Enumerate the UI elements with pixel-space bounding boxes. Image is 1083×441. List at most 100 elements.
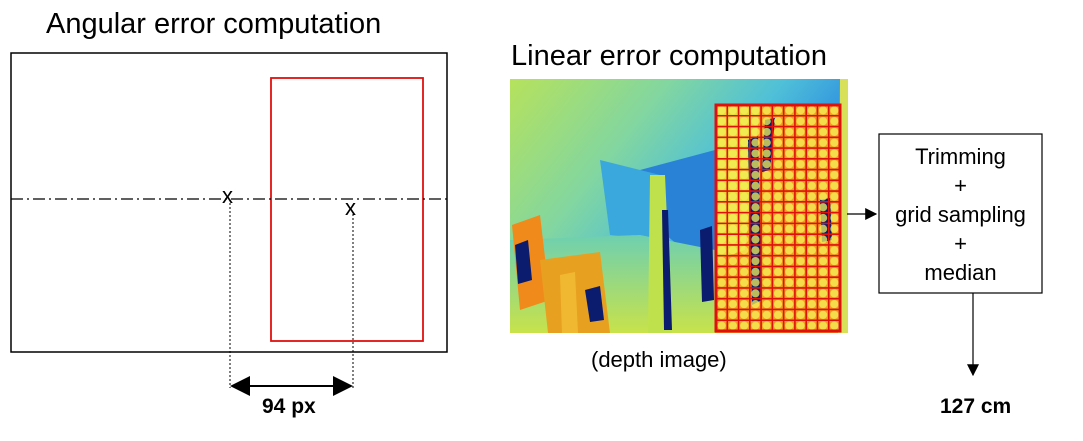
grid-sample-dot	[751, 278, 760, 287]
grid-sample-dot	[807, 256, 816, 266]
grid-sample-dot	[830, 278, 839, 287]
grid-sample-dot	[773, 289, 783, 298]
grid-sample-dot	[773, 149, 783, 158]
grid-sample-dot	[773, 321, 783, 330]
grid-sample-dot	[796, 267, 805, 276]
grid-sample-dot	[807, 160, 816, 169]
grid-sample-dot	[762, 267, 771, 276]
grid-sample-dot	[807, 170, 816, 180]
grid-sample-dot	[796, 117, 805, 126]
grid-sample-dot	[773, 224, 783, 233]
grid-sample-dot	[762, 235, 771, 244]
grid-sample-dot	[796, 203, 805, 212]
grid-sample-dot	[728, 235, 737, 244]
grid-sample-dot	[796, 246, 805, 255]
grid-sample-dot	[785, 289, 794, 298]
grid-sample-dot	[807, 224, 816, 233]
grid-sample-dot	[819, 138, 828, 147]
grid-sample-dot	[796, 278, 805, 287]
grid-sample-dot	[796, 192, 805, 201]
grid-sample-dot	[785, 300, 794, 309]
grid-sample-dot	[785, 321, 794, 330]
process-box	[878, 133, 1043, 294]
grid-sample-dot	[807, 181, 816, 190]
grid-sample-dot	[717, 127, 726, 136]
grid-sample-dot	[717, 267, 726, 276]
grid-sample-dot	[728, 203, 737, 212]
grid-sample-dot	[773, 256, 783, 266]
grid-sample-dot	[807, 310, 816, 319]
grid-sample-dot	[717, 321, 726, 330]
grid-sample-dot	[740, 203, 749, 212]
grid-sample-dot	[751, 289, 760, 298]
grid-sample-dot	[796, 149, 805, 158]
grid-sample-dot	[807, 213, 816, 223]
grid-sample-dot	[796, 170, 805, 180]
grid-sample-dot	[807, 106, 816, 115]
grid-sample-dot	[830, 149, 839, 158]
grid-sample-dot	[830, 310, 839, 319]
grid-sample-dot	[728, 160, 737, 169]
grid-sample-dot	[740, 310, 749, 319]
result-value: 127 cm	[940, 395, 1012, 418]
grid-sample-dot	[751, 310, 760, 319]
grid-sample-dot	[740, 278, 749, 287]
grid-sample-dot	[830, 235, 839, 244]
grid-sample-dot	[796, 127, 805, 136]
grid-sample-dot	[830, 203, 839, 212]
grid-sample-dot	[807, 138, 816, 147]
grid-sample-dot	[796, 289, 805, 298]
grid-sample-dot	[807, 117, 816, 126]
grid-sample-dot	[807, 235, 816, 244]
grid-sample-dot	[830, 160, 839, 169]
grid-sample-dot	[751, 224, 760, 233]
grid-sample-dot	[819, 127, 828, 136]
grid-sample-dot	[819, 192, 828, 201]
grid-sample-dot	[773, 192, 783, 201]
grid-sample-dot	[717, 246, 726, 255]
grid-sample-dot	[728, 310, 737, 319]
grid-sample-dot	[762, 203, 771, 212]
grid-sample-dot	[717, 310, 726, 319]
grid-sample-dot	[717, 224, 726, 233]
grid-sample-dot	[740, 321, 749, 330]
grid-sample-dot	[717, 235, 726, 244]
grid-sample-dot	[785, 235, 794, 244]
grid-sample-dot	[740, 127, 749, 136]
grid-sample-dot	[796, 213, 805, 223]
grid-sample-dot	[796, 224, 805, 233]
grid-sample-dot	[762, 138, 771, 147]
grid-sample-dot	[762, 310, 771, 319]
grid-sample-dot	[762, 127, 771, 136]
grid-sample-dot	[819, 106, 828, 115]
grid-sample-dot	[785, 224, 794, 233]
grid-sample-dot	[807, 267, 816, 276]
grid-sample-dot	[830, 127, 839, 136]
grid-sample-dot	[762, 213, 771, 223]
grid-sample-dot	[740, 213, 749, 223]
grid-sample-dot	[807, 300, 816, 309]
grid-sample-dot	[728, 213, 737, 223]
grid-sample-dot	[740, 138, 749, 147]
grid-sample-dot	[762, 278, 771, 287]
grid-sample-dot	[796, 235, 805, 244]
grid-sample-dot	[762, 160, 771, 169]
grid-sample-dot	[819, 235, 828, 244]
grid-sample-dot	[751, 267, 760, 276]
grid-sample-dot	[819, 181, 828, 190]
grid-sample-dot	[751, 127, 760, 136]
grid-sample-dot	[740, 267, 749, 276]
grid-sample-dot	[751, 117, 760, 126]
depth-caption: (depth image)	[591, 347, 727, 372]
grid-sample-dot	[830, 224, 839, 233]
grid-sample-dot	[717, 289, 726, 298]
distance-label: 94 px	[262, 395, 316, 418]
grid-sample-dot	[785, 256, 794, 266]
linear-title: Linear error computation	[511, 40, 827, 72]
grid-sample-dot	[830, 181, 839, 190]
process-step-grid-sampling: grid sampling	[895, 202, 1026, 227]
grid-sample-dot	[796, 106, 805, 115]
grid-sample-dot	[785, 138, 794, 147]
grid-sample-dot	[728, 267, 737, 276]
